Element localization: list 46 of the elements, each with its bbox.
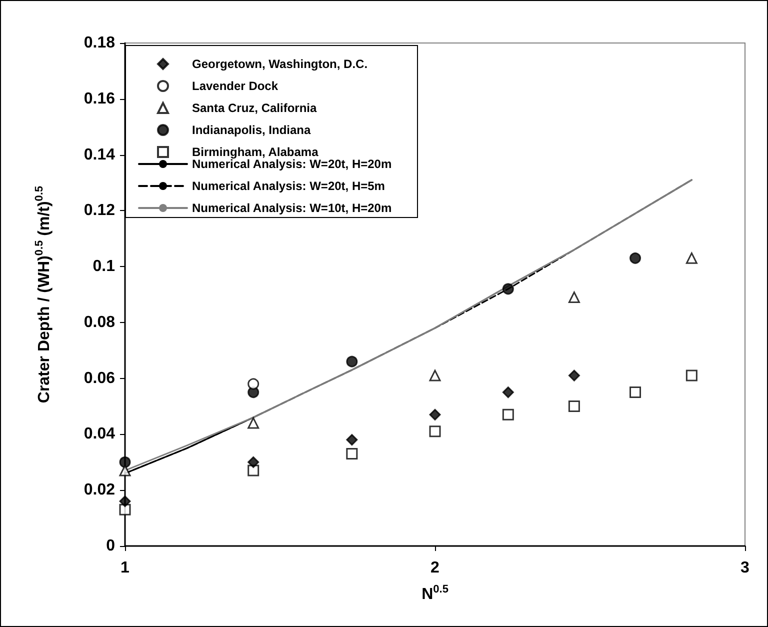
point: [630, 252, 642, 264]
y-axis-title: Crater Depth / (WH)0.5 (m/t)0.5: [34, 186, 53, 404]
legend-label: Georgetown, Washington, D.C.: [192, 57, 368, 71]
legend-label: Lavender Dock: [192, 79, 278, 93]
x-tick-label: 3: [740, 560, 750, 576]
point: [346, 356, 358, 368]
point: [248, 456, 260, 468]
y-tick-label: 0.12: [84, 202, 116, 220]
point: [630, 386, 642, 398]
y-tick-label: 0.16: [84, 90, 116, 108]
point: [502, 386, 514, 398]
point: [429, 370, 441, 382]
y-tick-label: 0.04: [84, 426, 116, 443]
point: [502, 408, 514, 420]
point: [429, 408, 441, 420]
y-tick-label: 0.08: [84, 314, 116, 331]
legend-label: Santa Cruz, California: [192, 101, 318, 115]
legend-label: Numerical Analysis: W=10t, H=20m: [192, 201, 392, 215]
point: [119, 496, 131, 508]
y-tick-label: 0.02: [84, 482, 116, 499]
point: [686, 370, 698, 382]
legend-label: Numerical Analysis: W=20t, H=20m: [192, 157, 392, 171]
y-tick-label: 0.1: [92, 258, 116, 276]
point: [568, 292, 580, 304]
point: [502, 283, 514, 295]
point: [248, 417, 260, 429]
point: [568, 400, 580, 412]
point: [568, 370, 580, 382]
legend-label: Numerical Analysis: W=20t, H=5m: [192, 179, 385, 193]
point: [119, 464, 131, 476]
legend-label: Birmingham, Alabama: [192, 145, 319, 159]
point: [119, 456, 131, 468]
y-tick-label: 0: [106, 538, 116, 554]
point: [248, 378, 260, 390]
point: [119, 504, 131, 516]
point: [248, 464, 260, 476]
y-tick-label: 0.18: [84, 34, 116, 52]
point: [346, 434, 358, 446]
x-tick-label: 1: [120, 560, 130, 576]
point: [346, 448, 358, 460]
legend-label: Indianapolis, Indiana: [192, 123, 312, 137]
point: [686, 252, 698, 264]
point: [429, 426, 441, 438]
x-tick-label: 2: [430, 560, 440, 576]
y-tick-label: 0.06: [84, 370, 116, 387]
y-tick-label: 0.14: [84, 146, 116, 164]
